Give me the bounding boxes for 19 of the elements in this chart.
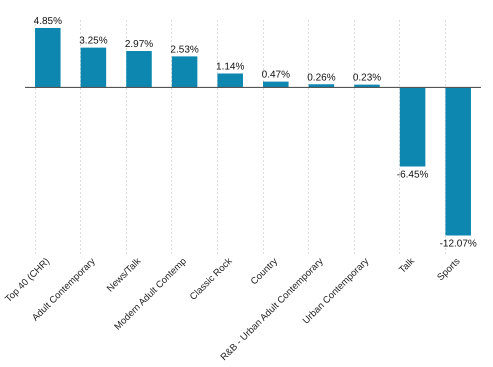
data-label: 0.47%: [262, 70, 290, 81]
data-label: 2.97%: [124, 39, 154, 50]
data-label: 0.26%: [307, 72, 336, 84]
data-label: 2.53%: [170, 44, 199, 56]
bar: [126, 51, 152, 88]
bar: [35, 28, 61, 88]
data-label: 3.25%: [79, 36, 108, 47]
data-label: 1.14%: [216, 61, 244, 72]
bar: [217, 73, 243, 88]
x-tick-label: Talk: [397, 256, 418, 276]
bar: [263, 82, 289, 88]
data-label: 4.85%: [34, 16, 62, 27]
data-label: 0.23%: [352, 72, 382, 84]
bar: [172, 56, 198, 88]
bar: [80, 48, 106, 88]
bar: [400, 87, 426, 167]
data-label: -12.07%: [440, 238, 477, 250]
bar: [445, 87, 471, 236]
data-label: -6.45%: [396, 170, 429, 181]
